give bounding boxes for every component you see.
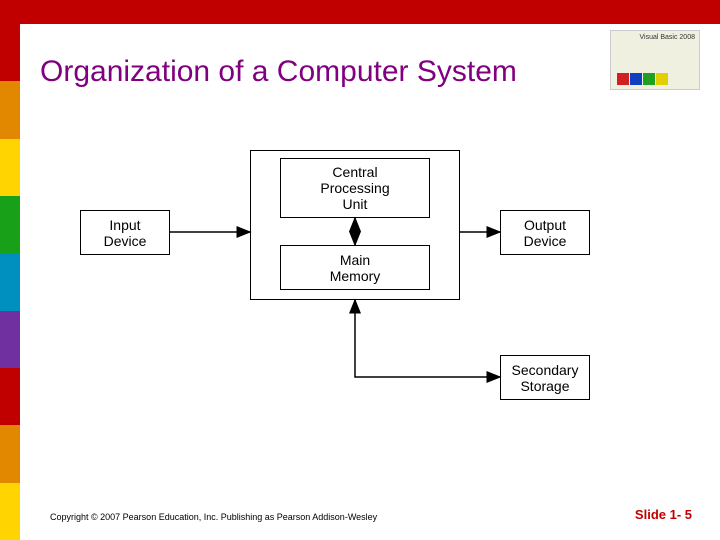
- logo-block: [617, 73, 629, 85]
- side-seg: [0, 24, 20, 81]
- side-color-bar: [0, 24, 20, 540]
- node-input: InputDevice: [80, 210, 170, 255]
- copyright-text: Copyright © 2007 Pearson Education, Inc.…: [50, 512, 377, 522]
- logo-blocks: [617, 73, 668, 85]
- node-memory: MainMemory: [280, 245, 430, 290]
- edge-memory-storage: [355, 300, 500, 377]
- logo-block: [630, 73, 642, 85]
- node-output: OutputDevice: [500, 210, 590, 255]
- logo-block: [643, 73, 655, 85]
- logo-block: [656, 73, 668, 85]
- side-seg: [0, 81, 20, 138]
- top-bar: [0, 0, 720, 24]
- side-seg: [0, 139, 20, 196]
- node-cpu: CentralProcessingUnit: [280, 158, 430, 218]
- diagram: InputDevice CentralProcessingUnit MainMe…: [70, 150, 650, 410]
- side-seg: [0, 425, 20, 482]
- side-seg: [0, 253, 20, 310]
- side-seg: [0, 196, 20, 253]
- logo-label: Visual Basic 2008: [611, 31, 699, 44]
- slide-number: Slide 1- 5: [635, 507, 692, 522]
- page-title: Organization of a Computer System: [40, 55, 517, 89]
- side-seg: [0, 483, 20, 540]
- side-seg: [0, 311, 20, 368]
- node-storage: SecondaryStorage: [500, 355, 590, 400]
- slide: Visual Basic 2008 Organization of a Comp…: [0, 0, 720, 540]
- side-seg: [0, 368, 20, 425]
- book-logo: Visual Basic 2008: [610, 30, 700, 90]
